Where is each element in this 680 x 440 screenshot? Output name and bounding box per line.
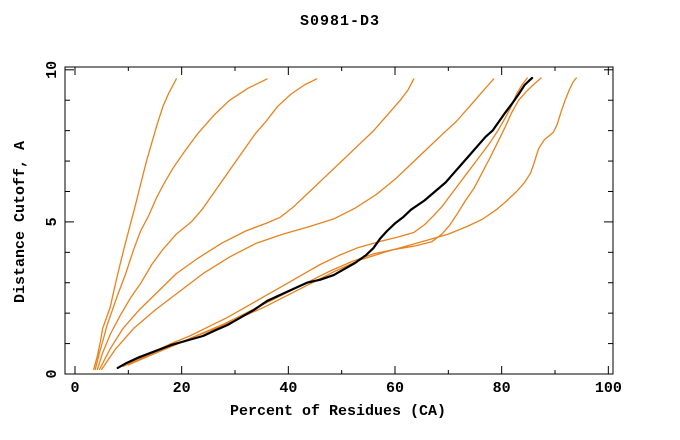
model-curve — [96, 78, 318, 371]
x-tick-label: 80 — [493, 380, 511, 397]
model-curve — [94, 78, 268, 371]
y-tick-label: 10 — [44, 61, 61, 79]
y-tick-label: 0 — [44, 369, 61, 378]
chart-title: S0981-D3 — [299, 13, 380, 30]
x-tick-label: 0 — [70, 380, 79, 397]
x-tick-label: 20 — [173, 380, 191, 397]
x-axis-label: Percent of Residues (CA) — [229, 403, 447, 420]
model-curve — [125, 77, 542, 366]
y-tick-label: 5 — [44, 217, 61, 226]
model-curve — [93, 78, 177, 371]
x-tick-label: 40 — [279, 380, 297, 397]
highlighted-curve — [116, 76, 534, 369]
x-tick-label: 100 — [595, 380, 622, 397]
model-curve — [127, 77, 577, 366]
model-curve — [98, 78, 415, 371]
model-curve — [122, 77, 528, 368]
x-tick-label: 60 — [386, 380, 404, 397]
plot-border — [64, 66, 614, 375]
model-curve — [101, 78, 495, 371]
